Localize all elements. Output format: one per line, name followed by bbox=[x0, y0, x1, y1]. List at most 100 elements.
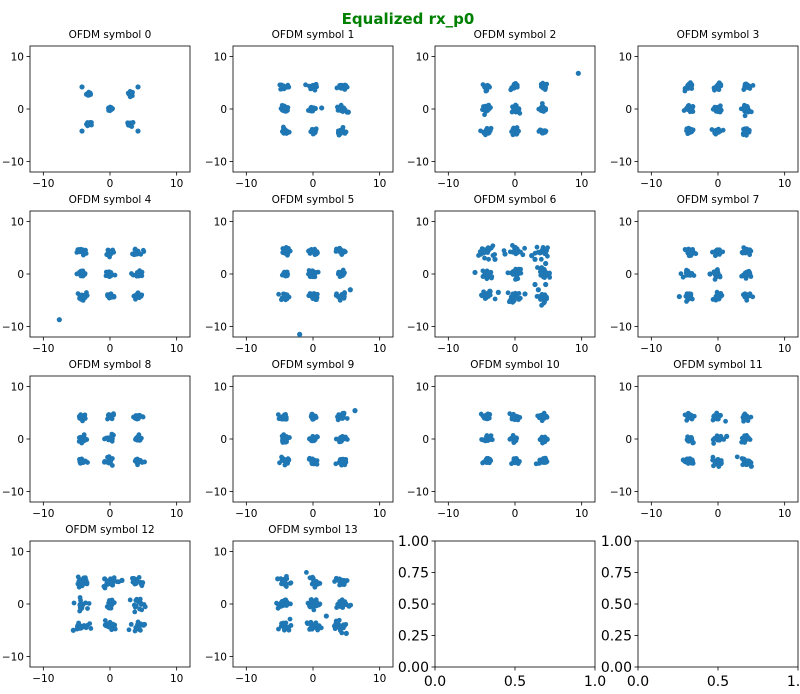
subplot-title: OFDM symbol 10 bbox=[470, 359, 559, 371]
y-tick-label: 0.25 bbox=[398, 629, 429, 645]
scatter-point bbox=[106, 105, 112, 111]
scatter-point bbox=[517, 295, 523, 301]
y-tick-label: 0 bbox=[220, 434, 227, 446]
scatter-point bbox=[507, 411, 513, 417]
scatter-point bbox=[281, 272, 287, 278]
scatter-points bbox=[76, 411, 148, 468]
scatter-point bbox=[482, 85, 488, 90]
y-tick-label: 0 bbox=[220, 269, 227, 281]
scatter-point bbox=[84, 290, 89, 295]
y-tick-label: 0 bbox=[625, 269, 632, 281]
x-tick-label: 0 bbox=[310, 673, 317, 685]
scatter-point bbox=[102, 576, 108, 582]
scatter-point bbox=[513, 276, 518, 282]
scatter-point bbox=[543, 459, 548, 465]
scatter-point bbox=[713, 253, 718, 259]
y-tick-label: 10 bbox=[619, 217, 632, 229]
x-tick-label: 0 bbox=[512, 343, 519, 355]
scatter-point bbox=[713, 270, 718, 275]
scatter-point bbox=[126, 627, 132, 633]
y-tick-label: −10 bbox=[407, 322, 429, 334]
scatter-point bbox=[284, 457, 290, 463]
subplot-9: OFDM symbol 9 −10 0 10 −10 0 10 bbox=[205, 359, 394, 520]
scatter-point bbox=[305, 108, 311, 113]
scatter-point bbox=[518, 266, 524, 272]
scatter-point bbox=[136, 623, 142, 629]
scatter-point bbox=[323, 613, 329, 619]
subplot-12: OFDM symbol 12 −10 0 10 −10 0 10 bbox=[2, 524, 191, 685]
y-tick-label: 0 bbox=[17, 104, 24, 116]
scatter-point bbox=[339, 127, 345, 133]
scatter-point bbox=[307, 626, 312, 632]
scatter-point bbox=[135, 619, 141, 625]
scatter-point bbox=[76, 620, 82, 626]
scatter-point bbox=[481, 289, 487, 295]
subplot-3: OFDM symbol 3 −10 0 10 −10 0 10 bbox=[610, 29, 799, 190]
scatter-point bbox=[714, 289, 720, 295]
scatter-point bbox=[690, 460, 695, 466]
scatter-point bbox=[522, 291, 528, 297]
y-tick-label: 1.00 bbox=[398, 534, 429, 550]
scatter-point bbox=[536, 128, 542, 134]
scatter-point bbox=[710, 106, 716, 112]
scatter-point bbox=[106, 412, 112, 417]
subplot-14: 0.00 0.25 0.50 0.75 1.00 0.0 0.5 1.0 bbox=[398, 534, 606, 690]
scatter-point bbox=[345, 109, 351, 115]
x-tick-label: 1.0 bbox=[787, 674, 800, 690]
scatter-point bbox=[85, 606, 90, 611]
scatter-point bbox=[544, 294, 549, 300]
scatter-point bbox=[78, 412, 84, 418]
scatter-point bbox=[747, 86, 753, 91]
y-tick-label: −10 bbox=[610, 322, 632, 334]
scatter-point bbox=[505, 290, 511, 296]
scatter-point bbox=[510, 272, 516, 277]
scatter-point bbox=[492, 256, 498, 262]
scatter-point bbox=[276, 626, 281, 632]
scatter-point bbox=[308, 619, 314, 625]
x-tick-label: −10 bbox=[235, 673, 257, 685]
scatter-point bbox=[105, 458, 111, 464]
scatter-point bbox=[337, 274, 343, 280]
scatter-point bbox=[716, 82, 722, 87]
empty-axes-frame bbox=[637, 540, 799, 668]
scatter-point bbox=[71, 600, 77, 606]
scatter-point bbox=[743, 271, 748, 277]
scatter-point bbox=[542, 299, 547, 305]
scatter-point bbox=[132, 609, 138, 615]
subplot-11: OFDM symbol 11 −10 0 10 −10 0 10 bbox=[610, 359, 799, 520]
y-tick-label: 10 bbox=[619, 52, 632, 64]
scatter-point bbox=[306, 271, 311, 277]
scatter-point bbox=[683, 247, 689, 253]
subplot-2: OFDM symbol 2 −10 0 10 −10 0 10 bbox=[407, 29, 596, 190]
scatter-point bbox=[515, 415, 521, 420]
scatter-point bbox=[334, 291, 339, 297]
scatter-point bbox=[480, 437, 486, 443]
scatter-point bbox=[744, 132, 749, 138]
scatter-point bbox=[80, 295, 86, 301]
scatter-point bbox=[482, 255, 487, 261]
subplot-title: OFDM symbol 2 bbox=[474, 29, 557, 41]
figure-title: Equalized rx_p0 bbox=[342, 10, 475, 28]
scatter-point bbox=[310, 413, 316, 419]
scatter-point bbox=[512, 128, 518, 134]
scatter-point bbox=[546, 271, 552, 277]
scatter-point bbox=[107, 598, 112, 603]
scatter-point bbox=[529, 253, 535, 259]
scatter-point bbox=[711, 441, 717, 446]
scatter-point bbox=[78, 597, 83, 603]
scatter-point bbox=[136, 459, 141, 465]
scatter-point bbox=[108, 291, 114, 297]
scatter-point bbox=[105, 578, 111, 584]
scatter-point bbox=[125, 120, 131, 126]
scatter-point bbox=[287, 616, 293, 622]
scatter-point bbox=[112, 625, 117, 631]
scatter-point bbox=[303, 82, 308, 88]
subplot-15: 0.00 0.25 0.50 0.75 1.00 0.0 0.5 1.0 bbox=[601, 534, 800, 690]
x-tick-label: 0 bbox=[512, 508, 519, 520]
scatter-point bbox=[77, 456, 82, 462]
x-tick-label: −10 bbox=[640, 508, 662, 520]
scatter-point bbox=[134, 270, 140, 275]
scatter-point bbox=[537, 413, 542, 419]
scatter-point bbox=[739, 273, 744, 279]
